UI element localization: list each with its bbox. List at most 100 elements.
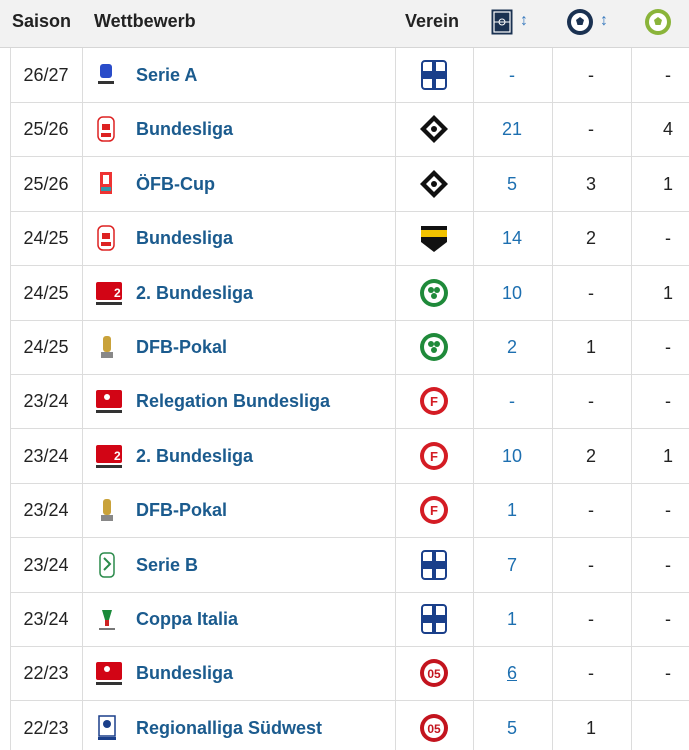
appearances-icon[interactable] xyxy=(491,9,513,35)
club-logo[interactable]: 05 xyxy=(418,712,450,749)
competition-name[interactable]: Relegation Bundesliga xyxy=(136,391,331,412)
stat-value: - xyxy=(588,609,594,629)
column-divider xyxy=(552,428,553,483)
column-divider xyxy=(10,320,11,374)
season: 23/24 xyxy=(23,391,69,412)
competition-logo xyxy=(94,551,124,584)
column-divider xyxy=(473,646,474,701)
column-divider xyxy=(395,483,396,538)
column-divider xyxy=(473,428,474,483)
stat-value[interactable]: 10 xyxy=(501,282,523,303)
table-row: 25/26 Bundesliga 21 - 4 xyxy=(10,102,689,158)
column-divider xyxy=(473,592,474,646)
column-divider xyxy=(395,700,396,750)
column-divider xyxy=(552,265,553,320)
competition-logo xyxy=(94,334,124,366)
header-saison[interactable]: Saison xyxy=(12,11,72,31)
club-logo[interactable] xyxy=(418,168,450,205)
column-divider xyxy=(631,592,632,646)
table-row: 24/25 Bundesliga 14 2 - xyxy=(10,211,689,267)
club-logo[interactable] xyxy=(418,331,450,368)
club-logo[interactable] xyxy=(418,59,450,96)
column-divider xyxy=(10,48,11,102)
column-divider xyxy=(82,483,83,538)
column-divider xyxy=(82,537,83,592)
competition-logo: 2 xyxy=(94,280,124,312)
column-divider xyxy=(631,48,632,102)
competition-name[interactable]: 2. Bundesliga xyxy=(136,445,254,466)
column-divider xyxy=(10,265,11,320)
stat-value: 1 xyxy=(662,445,673,466)
competition-name[interactable]: Serie B xyxy=(136,554,199,575)
column-divider xyxy=(395,211,396,266)
table-row: 23/24 Serie B 7 - - xyxy=(10,537,689,593)
stat-value[interactable]: 14 xyxy=(501,228,523,249)
column-divider xyxy=(10,374,11,429)
header-wettbewerb[interactable]: Wettbewerb xyxy=(94,11,196,31)
competition-name[interactable]: Bundesliga xyxy=(136,228,234,249)
competition-name[interactable]: Bundesliga xyxy=(136,119,234,140)
competition-logo xyxy=(94,606,124,638)
column-divider xyxy=(395,374,396,429)
table-row: 24/25 DFB-Pokal 2 1 - xyxy=(10,320,689,375)
column-divider xyxy=(631,483,632,538)
sort-arrow[interactable]: ↕ xyxy=(520,12,528,29)
stat-value: 2 xyxy=(585,445,596,466)
column-divider xyxy=(395,646,396,701)
column-divider xyxy=(395,592,396,646)
club-logo[interactable]: F xyxy=(418,385,450,422)
stat-value: 1 xyxy=(662,173,673,194)
club-logo[interactable] xyxy=(418,549,450,586)
stat-value[interactable]: 5 xyxy=(506,717,517,738)
club-logo[interactable] xyxy=(418,222,450,259)
season: 22/23 xyxy=(23,663,69,684)
column-divider xyxy=(552,646,553,701)
stat-value[interactable]: - xyxy=(509,65,515,85)
stat-value[interactable]: 1 xyxy=(506,609,517,629)
stat-value: 2 xyxy=(585,228,596,249)
column-divider xyxy=(631,102,632,157)
header-verein[interactable]: Verein xyxy=(405,11,460,31)
competition-logo xyxy=(94,388,124,420)
competition-name[interactable]: Regionalliga Südwest xyxy=(136,717,323,738)
season: 23/24 xyxy=(23,609,69,629)
table-row: 23/24 DFB-Pokal F 1 - - xyxy=(10,483,689,539)
competition-name[interactable]: DFB-Pokal xyxy=(136,500,228,521)
stat-value[interactable]: 7 xyxy=(506,554,517,575)
assists-icon[interactable] xyxy=(644,8,672,36)
competition-name[interactable]: Bundesliga xyxy=(136,663,234,684)
stat-value[interactable]: 21 xyxy=(501,119,523,140)
column-divider xyxy=(552,156,553,211)
stat-value: - xyxy=(665,663,671,684)
competition-name[interactable]: ÖFB-Cup xyxy=(136,173,215,194)
column-divider xyxy=(473,374,474,429)
club-logo[interactable]: F xyxy=(418,440,450,477)
stat-value: - xyxy=(588,500,594,521)
competition-name[interactable]: 2. Bundesliga xyxy=(136,282,254,303)
stat-value[interactable]: 6 xyxy=(506,663,517,684)
stat-value[interactable]: 2 xyxy=(506,337,517,357)
competition-name[interactable]: Serie A xyxy=(136,65,198,85)
column-divider xyxy=(473,211,474,266)
stat-value[interactable]: 5 xyxy=(506,173,517,194)
competition-name[interactable]: Coppa Italia xyxy=(136,609,239,629)
column-divider xyxy=(82,428,83,483)
goals-icon[interactable] xyxy=(566,8,594,36)
column-divider xyxy=(395,428,396,483)
column-divider xyxy=(552,102,553,157)
column-divider xyxy=(10,428,11,483)
club-logo[interactable] xyxy=(418,603,450,640)
competition-name[interactable]: DFB-Pokal xyxy=(136,337,228,357)
column-divider xyxy=(631,428,632,483)
competition-logo xyxy=(94,62,124,94)
stat-value[interactable]: 1 xyxy=(506,500,517,521)
club-logo[interactable] xyxy=(418,277,450,314)
competition-logo xyxy=(94,171,124,203)
club-logo[interactable]: 05 xyxy=(418,657,450,694)
stat-value[interactable]: 10 xyxy=(501,445,523,466)
stat-value[interactable]: - xyxy=(509,391,515,412)
sort-arrow[interactable]: ↕ xyxy=(600,12,608,29)
club-logo[interactable]: F xyxy=(418,494,450,531)
club-logo[interactable] xyxy=(418,113,450,150)
column-divider xyxy=(395,537,396,592)
